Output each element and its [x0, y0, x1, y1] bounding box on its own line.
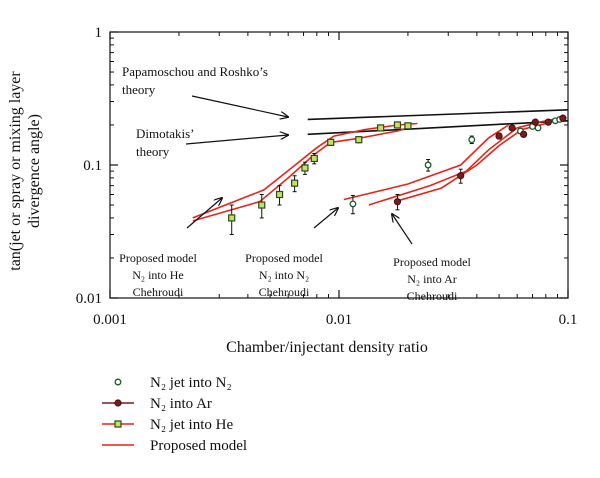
data-point	[291, 179, 299, 187]
y-axis-title: tan(jet or spray or mixing layer divergen…	[7, 71, 43, 271]
x-tick-label: 0.1	[559, 312, 578, 328]
annotation-line: N₂ into Ar	[407, 272, 457, 286]
data-point	[457, 172, 465, 180]
data-point	[258, 201, 266, 209]
annotation-line: Proposed model	[245, 251, 323, 265]
legend-item: N₂ jet into He	[102, 417, 233, 433]
annotation-model_he: Proposed model N₂ into He Chehroudi	[119, 251, 197, 299]
model-curve	[343, 124, 509, 201]
series-group	[393, 114, 567, 211]
annotation-model_ar: Proposed model N₂ into Ar Chehroudi	[393, 255, 471, 303]
annotation-line: Papamoschou and Roshko’s	[122, 64, 268, 79]
legend-marker	[114, 378, 122, 386]
annotation-line: N₂ into He	[132, 268, 184, 282]
annotation-arrow	[186, 198, 222, 229]
legend-label: N₂ jet into N₂	[150, 375, 232, 391]
data-point	[393, 121, 402, 129]
axes: 0.001 0.01 0.1 0.01 0.1 1 Chamber/injectant de…	[7, 25, 577, 356]
x-axis-title: Chamber/injectant density ratio	[226, 339, 428, 356]
annotation-line: Chehroudi	[259, 285, 310, 299]
annotation-dimotakis: Dimotakis’ theory	[136, 126, 195, 159]
data-point	[559, 114, 567, 122]
legend-marker	[114, 420, 122, 428]
data-point	[310, 154, 318, 163]
legend: N₂ jet into N₂ N₂ into Ar N₂ jet into He Pr…	[102, 375, 247, 454]
legend-item: N₂ jet into N₂	[114, 375, 232, 391]
data-point	[544, 118, 552, 126]
annotation-line: theory	[136, 144, 170, 159]
data-point	[508, 124, 516, 132]
x-tick-label: 0.001	[93, 312, 127, 328]
legend-label: N₂ into Ar	[150, 396, 212, 412]
x-tick-label: 0.01	[326, 312, 352, 328]
annotation-line: Dimotakis’	[136, 126, 195, 141]
data-point	[424, 161, 432, 169]
annotation-line: Chehroudi	[133, 285, 184, 299]
legend-item: Proposed model	[102, 438, 247, 454]
data-point	[228, 214, 236, 222]
data-point	[468, 136, 476, 144]
y-tick-label: 1	[95, 25, 103, 41]
annotations: Papamoschou and Roshko’s theoryDimotakis’…	[119, 64, 471, 303]
legend-marker	[114, 399, 122, 407]
data-point	[275, 190, 284, 199]
annotation-line: Proposed model	[119, 251, 197, 265]
annotation-line: theory	[122, 82, 156, 97]
annotation-line: Proposed model	[393, 255, 471, 269]
plot-area	[192, 109, 569, 236]
data-point	[534, 124, 542, 132]
data-point	[301, 164, 309, 172]
y-axis-title-line: tan(jet or spray or mixing layer	[7, 71, 24, 271]
data-point	[377, 124, 385, 132]
data-point	[531, 118, 539, 126]
legend-item: N₂ into Ar	[102, 396, 212, 412]
legend-label: Proposed model	[150, 438, 247, 454]
annotation-line: N₂ into N₂	[259, 268, 309, 282]
annotation-papamoschou: Papamoschou and Roshko’s theory	[122, 64, 268, 97]
annotation-arrow	[185, 135, 288, 145]
model-curve	[192, 122, 418, 219]
data-point	[404, 122, 412, 130]
data-point	[393, 198, 402, 206]
data-point	[495, 132, 503, 140]
theory-line	[307, 109, 569, 121]
data-point	[327, 138, 335, 146]
model-curve	[192, 127, 409, 222]
y-tick-label: 0.1	[83, 158, 102, 174]
model-curve	[368, 116, 567, 206]
annotation-arrow	[191, 95, 288, 117]
data-point	[355, 136, 363, 144]
annotation-model_n2: Proposed model N₂ into N₂ Chehroudi	[245, 251, 323, 299]
y-axis-title-line: divergence angle)	[26, 114, 43, 228]
annotation-arrow	[392, 214, 413, 245]
series-group	[228, 121, 412, 236]
data-point	[520, 130, 528, 138]
annotation-line: Chehroudi	[407, 289, 458, 303]
data-point	[349, 200, 357, 208]
legend-label: N₂ jet into He	[150, 417, 233, 433]
annotation-arrow	[313, 208, 338, 229]
y-tick-label: 0.01	[76, 291, 102, 307]
